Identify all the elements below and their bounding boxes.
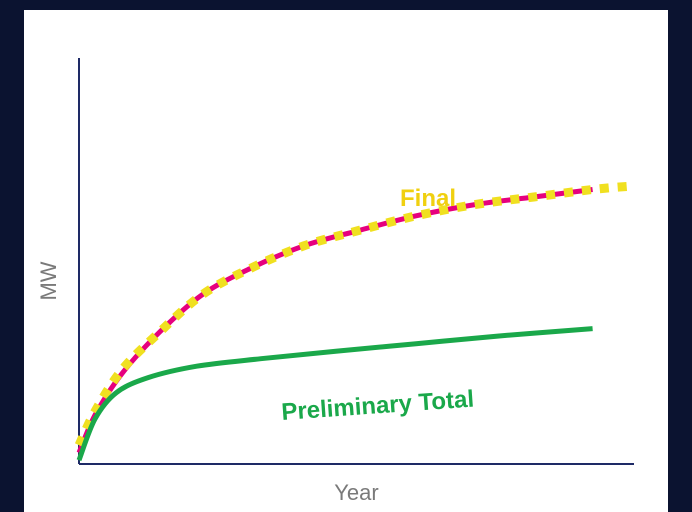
- y-axis-label: MW: [36, 261, 61, 300]
- series-final-dotted-line: [74, 181, 636, 448]
- series-preliminary-total-line: [76, 326, 593, 462]
- chart-panel: Year MW Final Preliminary Total: [24, 10, 668, 512]
- line-chart: Year MW Final Preliminary Total: [36, 58, 636, 505]
- x-axis-label: Year: [334, 480, 378, 505]
- annotation-preliminary-total: Preliminary Total: [281, 386, 475, 426]
- annotation-final: Final: [400, 185, 456, 212]
